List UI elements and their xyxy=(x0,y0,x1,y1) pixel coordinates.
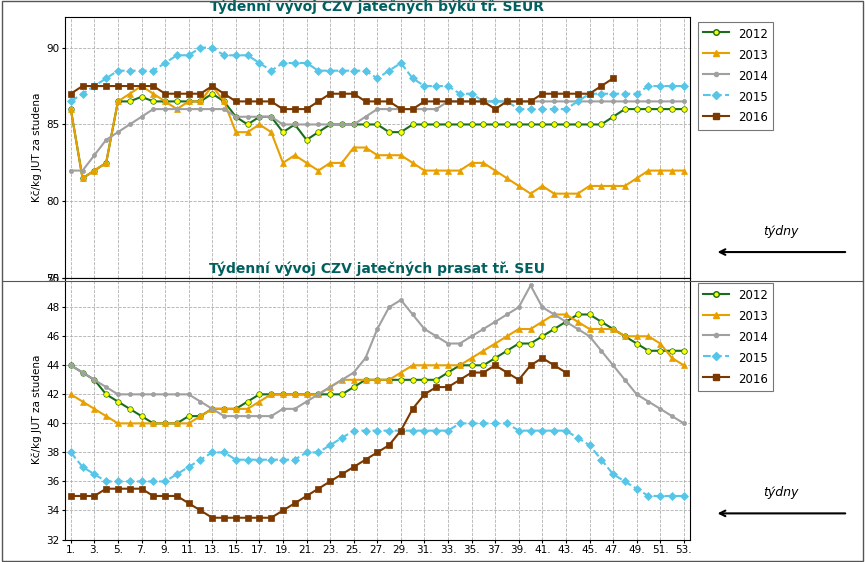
Legend: 2012, 2013, 2014, 2015, 2016: 2012, 2013, 2014, 2015, 2016 xyxy=(698,22,772,129)
Title: Týdenní vývoj CZV jatečných prasat tř. SEU: Týdenní vývoj CZV jatečných prasat tř. S… xyxy=(209,261,545,275)
Text: týdny: týdny xyxy=(764,225,799,238)
Y-axis label: Kč/kg JUT za studena: Kč/kg JUT za studena xyxy=(31,93,42,202)
Text: týdny: týdny xyxy=(764,486,799,499)
Title: Týdenní vývoj CZV jatečných býků tř. SEUR: Týdenní vývoj CZV jatečných býků tř. SEU… xyxy=(210,0,544,14)
Y-axis label: Kč/kg JUT za studena: Kč/kg JUT za studena xyxy=(31,354,42,464)
Legend: 2012, 2013, 2014, 2015, 2016: 2012, 2013, 2014, 2015, 2016 xyxy=(698,283,772,391)
